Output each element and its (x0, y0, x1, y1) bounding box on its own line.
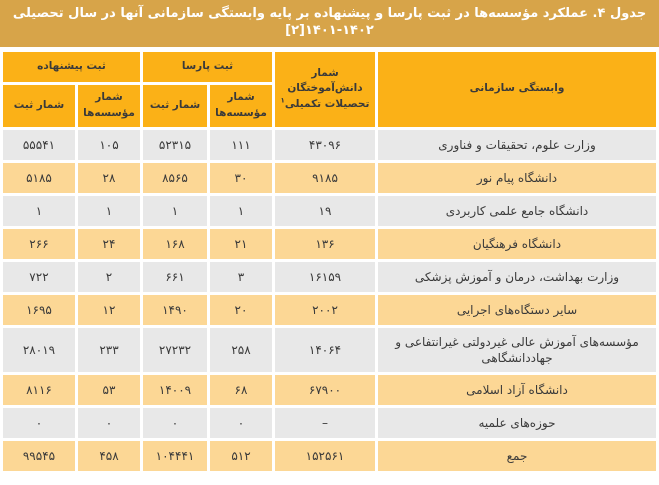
proposal-registrations-cell: ۲۸۰۱۹ (2, 327, 75, 373)
header-parsa-institutions: شمار مؤسسه‌ها (210, 84, 272, 127)
parsa-registrations-cell: ۸۵۶۵ (142, 162, 207, 193)
grads-cell: ۱۶۱۵۹ (275, 261, 375, 292)
grads-cell: ۶۷۹۰۰ (275, 375, 375, 406)
header-parsa-registrations: شمار ثبت (142, 84, 207, 127)
table-row: دانشگاه آزاد اسلامی ۶۷۹۰۰ ۶۸ ۱۴۰۰۹ ۵۳ ۸۱… (2, 375, 656, 406)
proposal-institutions-cell: ۱۲ (77, 294, 140, 325)
table-row: حوزه‌های علمیه – ۰ ۰ ۰ ۰ (2, 408, 656, 439)
proposal-institutions-cell: ۵۳ (77, 375, 140, 406)
proposal-institutions-cell: ۰ (77, 408, 140, 439)
proposal-registrations-cell: ۲۶۶ (2, 228, 75, 259)
org-cell: دانشگاه فرهنگیان (378, 228, 656, 259)
parsa-institutions-cell: ۵۱۲ (210, 441, 272, 472)
parsa-institutions-cell: ۳۰ (210, 162, 272, 193)
grads-cell: ۹۱۸۵ (275, 162, 375, 193)
parsa-institutions-cell: ۱ (210, 195, 272, 226)
parsa-registrations-cell: ۱۰۴۴۴۱ (142, 441, 207, 472)
grads-cell: ۱۹ (275, 195, 375, 226)
parsa-institutions-cell: ۱۱۱ (210, 129, 272, 160)
grads-cell: ۱۳۶ (275, 228, 375, 259)
parsa-registrations-cell: ۱ (142, 195, 207, 226)
parsa-registrations-cell: ۰ (142, 408, 207, 439)
proposal-institutions-cell: ۲۳۳ (77, 327, 140, 373)
grads-cell: ۱۴۰۶۴ (275, 327, 375, 373)
org-cell: وزارت بهداشت، درمان و آموزش پزشکی (378, 261, 656, 292)
table-row: دانشگاه جامع علمی کاربردی ۱۹ ۱ ۱ ۱ ۱ (2, 195, 656, 226)
org-cell: حوزه‌های علمیه (378, 408, 656, 439)
proposal-institutions-cell: ۲۴ (77, 228, 140, 259)
parsa-registrations-cell: ۵۲۳۱۵ (142, 129, 207, 160)
parsa-registrations-cell: ۱۶۸ (142, 228, 207, 259)
table-header: وابستگی سازمانی شمار دانش‌آموختگان تحصیل… (2, 51, 656, 127)
proposal-institutions-cell: ۲۸ (77, 162, 140, 193)
parsa-institutions-cell: ۲۰ (210, 294, 272, 325)
parsa-registrations-cell: ۱۴۹۰ (142, 294, 207, 325)
org-cell: وزارت علوم، تحقیقات و فناوری (378, 129, 656, 160)
proposal-registrations-cell: ۸۱۱۶ (2, 375, 75, 406)
proposal-registrations-cell: ۷۲۲ (2, 261, 75, 292)
parsa-registrations-cell: ۶۶۱ (142, 261, 207, 292)
proposal-institutions-cell: ۲ (77, 261, 140, 292)
proposal-registrations-cell: ۹۹۵۴۵ (2, 441, 75, 472)
parsa-institutions-cell: ۲۱ (210, 228, 272, 259)
table-body: وزارت علوم، تحقیقات و فناوری ۴۳۰۹۶ ۱۱۱ ۵… (2, 129, 656, 472)
header-org: وابستگی سازمانی (378, 51, 656, 127)
statistics-table: وابستگی سازمانی شمار دانش‌آموختگان تحصیل… (0, 49, 659, 474)
org-cell: مؤسسه‌های آموزش عالی غیردولتی غیرانتفاعی… (378, 327, 656, 373)
proposal-registrations-cell: ۱ (2, 195, 75, 226)
proposal-registrations-cell: ۵۱۸۵ (2, 162, 75, 193)
parsa-institutions-cell: ۶۸ (210, 375, 272, 406)
parsa-institutions-cell: ۰ (210, 408, 272, 439)
header-group-parsa: ثبت پارسا (142, 51, 272, 82)
proposal-registrations-cell: ۵۵۵۴۱ (2, 129, 75, 160)
table-row: وزارت علوم، تحقیقات و فناوری ۴۳۰۹۶ ۱۱۱ ۵… (2, 129, 656, 160)
org-cell: جمع (378, 441, 656, 472)
grads-cell: ۱۵۲۵۶۱ (275, 441, 375, 472)
proposal-institutions-cell: ۴۵۸ (77, 441, 140, 472)
table-row: سایر دستگاه‌های اجرایی ۲۰۰۲ ۲۰ ۱۴۹۰ ۱۲ ۱… (2, 294, 656, 325)
proposal-institutions-cell: ۱۰۵ (77, 129, 140, 160)
parsa-registrations-cell: ۲۷۲۳۲ (142, 327, 207, 373)
table-title: جدول ۴. عملکرد مؤسسه‌ها در ثبت پارسا و پ… (0, 0, 659, 47)
proposal-institutions-cell: ۱ (77, 195, 140, 226)
org-cell: دانشگاه جامع علمی کاربردی (378, 195, 656, 226)
footnote-marker: ۱ (280, 96, 285, 105)
grads-cell: ۲۰۰۲ (275, 294, 375, 325)
parsa-institutions-cell: ۲۵۸ (210, 327, 272, 373)
table-row-total: جمع ۱۵۲۵۶۱ ۵۱۲ ۱۰۴۴۴۱ ۴۵۸ ۹۹۵۴۵ (2, 441, 656, 472)
org-cell: سایر دستگاه‌های اجرایی (378, 294, 656, 325)
parsa-institutions-cell: ۳ (210, 261, 272, 292)
org-cell: دانشگاه آزاد اسلامی (378, 375, 656, 406)
header-graduates-label: شمار دانش‌آموختگان تحصیلات تکمیلی (284, 66, 370, 111)
proposal-registrations-cell: ۰ (2, 408, 75, 439)
table-row: دانشگاه پیام نور ۹۱۸۵ ۳۰ ۸۵۶۵ ۲۸ ۵۱۸۵ (2, 162, 656, 193)
header-proposal-registrations: شمار ثبت (2, 84, 75, 127)
org-cell: دانشگاه پیام نور (378, 162, 656, 193)
table-row: مؤسسه‌های آموزش عالی غیردولتی غیرانتفاعی… (2, 327, 656, 373)
parsa-registrations-cell: ۱۴۰۰۹ (142, 375, 207, 406)
proposal-registrations-cell: ۱۶۹۵ (2, 294, 75, 325)
grads-cell: ۴۳۰۹۶ (275, 129, 375, 160)
table-row: دانشگاه فرهنگیان ۱۳۶ ۲۱ ۱۶۸ ۲۴ ۲۶۶ (2, 228, 656, 259)
header-group-proposal: ثبت پیشنهاده (2, 51, 140, 82)
grads-cell: – (275, 408, 375, 439)
table-row: وزارت بهداشت، درمان و آموزش پزشکی ۱۶۱۵۹ … (2, 261, 656, 292)
header-graduates: شمار دانش‌آموختگان تحصیلات تکمیلی۱ (275, 51, 375, 127)
header-proposal-institutions: شمار مؤسسه‌ها (77, 84, 140, 127)
